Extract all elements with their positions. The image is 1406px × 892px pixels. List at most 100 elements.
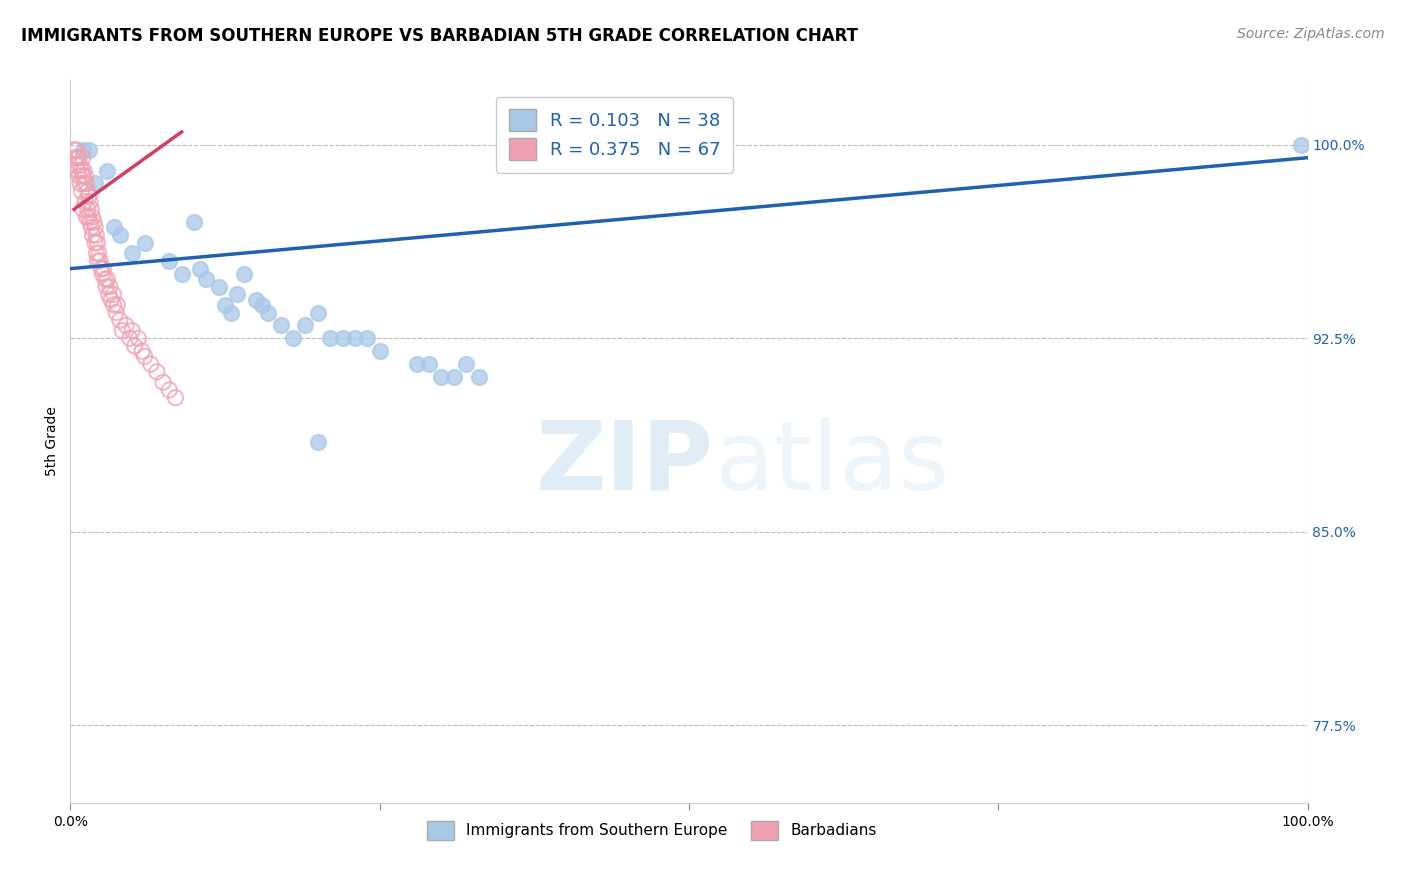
Point bbox=[456, 357, 478, 371]
Point bbox=[83, 215, 105, 229]
Point bbox=[65, 151, 87, 165]
Point bbox=[127, 331, 149, 345]
Point bbox=[165, 391, 187, 405]
Point bbox=[82, 210, 104, 224]
Point bbox=[1291, 137, 1313, 152]
Point bbox=[356, 331, 378, 345]
Point bbox=[188, 261, 211, 276]
Point bbox=[72, 202, 94, 217]
Point bbox=[87, 246, 110, 260]
Point bbox=[70, 163, 93, 178]
Point bbox=[307, 305, 329, 319]
Point bbox=[108, 313, 131, 327]
Point bbox=[89, 254, 111, 268]
Point bbox=[76, 202, 98, 217]
Point bbox=[111, 324, 134, 338]
Point bbox=[84, 228, 107, 243]
Point bbox=[157, 383, 180, 397]
Point bbox=[72, 169, 94, 183]
Point bbox=[84, 220, 107, 235]
Point bbox=[195, 272, 218, 286]
Point bbox=[430, 370, 453, 384]
Point bbox=[76, 184, 98, 198]
Point bbox=[63, 143, 86, 157]
Point bbox=[96, 272, 118, 286]
Point bbox=[139, 357, 162, 371]
Point bbox=[294, 318, 316, 333]
Point bbox=[170, 267, 193, 281]
Point bbox=[96, 279, 118, 293]
Point bbox=[73, 177, 96, 191]
Point bbox=[65, 143, 87, 157]
Point bbox=[134, 350, 156, 364]
Point bbox=[281, 331, 304, 345]
Point bbox=[183, 215, 205, 229]
Point bbox=[219, 305, 242, 319]
Point bbox=[319, 331, 342, 345]
Point bbox=[131, 344, 153, 359]
Point bbox=[96, 163, 118, 178]
Point bbox=[72, 151, 94, 165]
Point bbox=[86, 254, 108, 268]
Point bbox=[69, 158, 91, 172]
Point bbox=[86, 235, 108, 250]
Point bbox=[75, 194, 97, 209]
Point bbox=[67, 151, 90, 165]
Point bbox=[105, 305, 128, 319]
Point bbox=[75, 177, 97, 191]
Point bbox=[69, 177, 91, 191]
Text: IMMIGRANTS FROM SOUTHERN EUROPE VS BARBADIAN 5TH GRADE CORRELATION CHART: IMMIGRANTS FROM SOUTHERN EUROPE VS BARBA… bbox=[21, 27, 858, 45]
Point bbox=[67, 169, 90, 183]
Point bbox=[146, 365, 169, 379]
Point bbox=[91, 267, 114, 281]
Point bbox=[84, 246, 107, 260]
Point bbox=[94, 272, 117, 286]
Point bbox=[105, 298, 128, 312]
Point bbox=[100, 293, 122, 307]
Point bbox=[66, 163, 89, 178]
Point bbox=[307, 434, 329, 449]
Point bbox=[152, 375, 174, 389]
Point bbox=[443, 370, 465, 384]
Point bbox=[97, 287, 120, 301]
Point bbox=[103, 298, 125, 312]
Point bbox=[124, 339, 146, 353]
Point bbox=[134, 235, 156, 250]
Point bbox=[80, 202, 103, 217]
Point bbox=[70, 184, 93, 198]
Point bbox=[257, 305, 280, 319]
Point bbox=[77, 143, 100, 157]
Point bbox=[118, 331, 141, 345]
Legend: Immigrants from Southern Europe, Barbadians: Immigrants from Southern Europe, Barbadi… bbox=[420, 815, 883, 846]
Point bbox=[65, 158, 87, 172]
Point bbox=[121, 246, 143, 260]
Point bbox=[73, 163, 96, 178]
Point bbox=[103, 220, 125, 235]
Point bbox=[75, 210, 97, 224]
Point bbox=[245, 293, 267, 307]
Point bbox=[208, 279, 231, 293]
Point bbox=[250, 298, 273, 312]
Point bbox=[84, 235, 107, 250]
Point bbox=[332, 331, 354, 345]
Point bbox=[93, 261, 115, 276]
Point bbox=[115, 318, 138, 333]
Point bbox=[80, 220, 103, 235]
Point bbox=[214, 298, 236, 312]
Point bbox=[77, 210, 100, 224]
Point bbox=[270, 318, 292, 333]
Point bbox=[79, 194, 101, 209]
Point bbox=[90, 261, 112, 276]
Point bbox=[108, 228, 131, 243]
Point bbox=[84, 177, 107, 191]
Y-axis label: 5th Grade: 5th Grade bbox=[45, 407, 59, 476]
Point bbox=[232, 267, 254, 281]
Text: atlas: atlas bbox=[714, 417, 949, 509]
Point bbox=[418, 357, 440, 371]
Point bbox=[82, 228, 104, 243]
Point bbox=[121, 324, 143, 338]
Point bbox=[405, 357, 427, 371]
Point bbox=[103, 287, 125, 301]
Point bbox=[72, 143, 94, 157]
Point bbox=[226, 287, 249, 301]
